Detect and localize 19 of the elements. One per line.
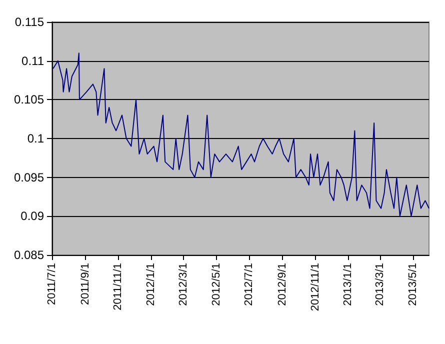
y-tick-label: 0.115 [14, 15, 44, 29]
y-tick-label: 0.11 [22, 54, 44, 68]
x-tick-label: 2012/1/1 [145, 263, 158, 306]
y-tick-label: 0.1 [27, 132, 44, 146]
x-tick-label: 2012/7/1 [243, 263, 256, 306]
x-tick-label: 2012/9/1 [276, 263, 289, 306]
x-tick-label: 2013/1/1 [342, 263, 354, 306]
x-tick-label: 2012/3/1 [177, 263, 190, 306]
x-tick-label: 2013/3/1 [374, 263, 386, 306]
x-tick-label: 2011/9/1 [79, 263, 92, 306]
x-tick-label: 2011/11/1 [112, 263, 124, 310]
y-tick-label: 0.09 [20, 209, 44, 224]
x-tick-label: 2012/5/1 [210, 263, 222, 306]
y-tick-label: 0.095 [14, 170, 44, 184]
x-tick-label: 2013/5/1 [406, 263, 419, 306]
x-tick-label: 2012/11/1 [309, 263, 322, 312]
y-tick-label: 0.085 [14, 248, 44, 262]
x-tick-label: 2011/7/1 [46, 263, 58, 306]
y-tick-label: 0.105 [14, 92, 44, 107]
